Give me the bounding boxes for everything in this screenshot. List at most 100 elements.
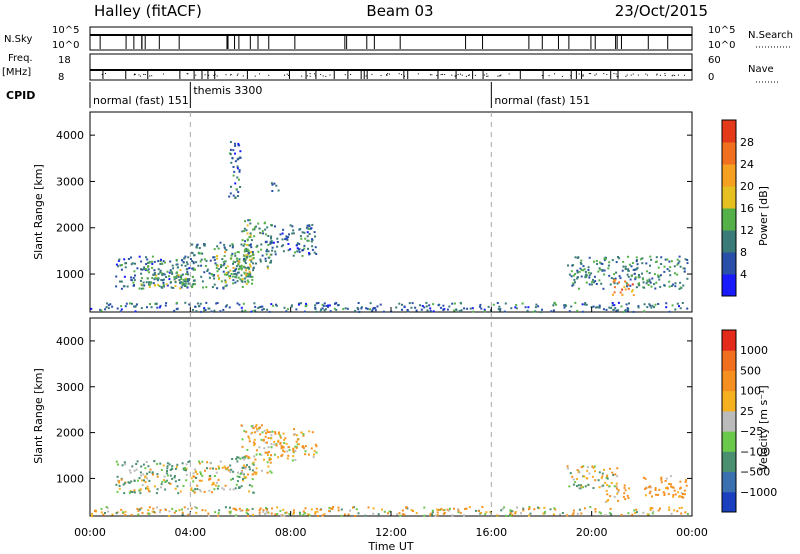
echo-cell <box>635 286 638 289</box>
echo-cell <box>262 509 265 512</box>
colorbar-swatch <box>722 142 736 165</box>
colorbar-swatch <box>722 120 736 143</box>
echo-cell <box>115 512 118 515</box>
echo-cell <box>171 264 174 267</box>
echo-cell <box>651 507 654 510</box>
echo-cell <box>296 443 299 446</box>
echo-cell <box>322 304 325 307</box>
echo-cell <box>303 231 306 234</box>
echo-cell <box>270 434 273 437</box>
nave-point <box>595 73 597 75</box>
echo-cell <box>580 484 582 487</box>
nave-point <box>637 74 639 76</box>
nave-point <box>417 73 419 75</box>
echo-cell <box>270 471 273 474</box>
echo-cell <box>674 285 677 288</box>
echo-cell <box>293 433 296 436</box>
echo-cell <box>132 281 135 284</box>
echo-cell <box>127 481 130 484</box>
echo-cell <box>148 271 150 274</box>
echo-cell <box>266 428 269 431</box>
echo-cell <box>252 461 255 464</box>
echo-cell <box>619 291 622 294</box>
echo-cell <box>672 494 675 497</box>
echo-cell <box>121 464 124 467</box>
echo-cell <box>269 261 272 264</box>
echo-cell <box>249 234 252 237</box>
echo-cell <box>138 287 141 290</box>
echo-cell <box>669 266 672 269</box>
echo-cell <box>166 462 169 465</box>
echo-cell <box>674 308 677 311</box>
echo-cell <box>236 176 239 179</box>
echo-cell <box>187 461 190 463</box>
nave-point <box>683 74 685 76</box>
echo-cell <box>195 477 198 479</box>
echo-cell <box>601 269 604 271</box>
echo-cell <box>627 283 630 286</box>
echo-cell <box>600 262 603 265</box>
echo-cell <box>613 273 616 276</box>
echo-cell <box>219 241 222 244</box>
echo-cell <box>145 256 147 259</box>
echo-cell <box>128 469 131 472</box>
echo-cell <box>208 272 211 275</box>
nave-point <box>134 73 136 75</box>
echo-cell <box>588 276 591 279</box>
echo-cell <box>252 267 255 270</box>
echo-cell <box>194 506 197 508</box>
echo-cell <box>635 256 638 259</box>
echo-cell <box>543 512 546 515</box>
echo-cell <box>124 514 127 516</box>
echo-cell <box>118 480 121 483</box>
echo-cell <box>280 514 283 517</box>
echo-cell <box>335 301 338 304</box>
echo-cell <box>636 266 639 269</box>
echo-cell <box>617 491 620 494</box>
echo-cell <box>234 144 237 147</box>
echo-cell <box>620 513 623 516</box>
echo-cell <box>152 282 155 285</box>
echo-cell <box>249 255 252 258</box>
echo-cell <box>503 506 506 509</box>
echo-cell <box>274 253 277 256</box>
echo-cell <box>616 487 618 490</box>
echo-cell <box>186 271 189 274</box>
echo-cell <box>232 260 235 263</box>
echo-cell <box>633 272 636 275</box>
echo-cell <box>265 240 268 243</box>
echo-cell <box>148 512 150 515</box>
echo-cell <box>571 264 574 267</box>
echo-cell <box>148 261 151 264</box>
echo-cell <box>295 244 298 247</box>
nave-point <box>487 75 489 77</box>
echo-cell <box>655 256 658 259</box>
echo-cell <box>616 282 619 285</box>
x-tick-label: 08:00 <box>275 526 307 539</box>
echo-cell <box>298 243 301 245</box>
echo-cell <box>262 232 265 235</box>
echo-cell <box>660 476 663 479</box>
echo-cell <box>284 238 287 241</box>
echo-cell <box>242 466 245 469</box>
echo-cell <box>186 278 189 281</box>
echo-cell <box>212 256 215 259</box>
echo-cell <box>398 512 401 515</box>
echo-cell <box>652 510 655 513</box>
echo-cell <box>238 486 241 489</box>
echo-cell <box>203 258 206 261</box>
echo-cell <box>236 280 239 283</box>
echo-cell <box>242 302 245 305</box>
echo-cell <box>159 271 162 274</box>
echo-cell <box>646 279 649 282</box>
echo-cell <box>611 302 614 304</box>
echo-cell <box>266 248 268 251</box>
echo-cell <box>572 478 575 481</box>
echo-cell <box>582 465 585 468</box>
echo-cell <box>153 511 156 514</box>
echo-cell <box>138 477 141 480</box>
echo-cell <box>610 306 613 309</box>
echo-cell <box>641 262 644 265</box>
echo-cell <box>250 432 253 435</box>
echo-cell <box>429 512 432 515</box>
